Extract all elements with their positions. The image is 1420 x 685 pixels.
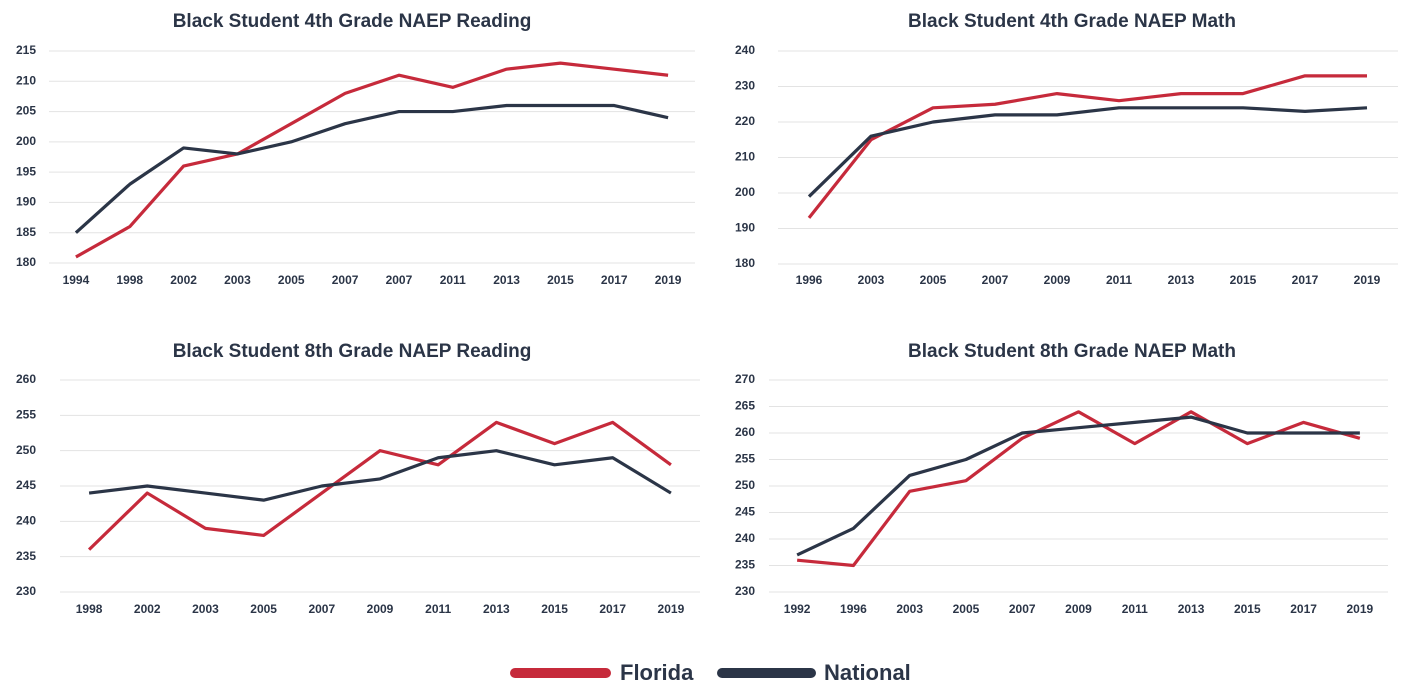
line-series <box>807 74 1367 219</box>
x-tick-label: 2017 <box>601 273 628 287</box>
y-tick-label: 215 <box>16 43 36 57</box>
y-tick-label: 260 <box>16 372 36 386</box>
x-tick-label: 1992 <box>784 602 811 616</box>
x-tick-label: 2015 <box>1234 602 1261 616</box>
chart-title: Black Student 4th Grade NAEP Math <box>908 11 1236 32</box>
y-tick-label: 190 <box>735 221 755 235</box>
line-series <box>796 415 1360 557</box>
x-tick-label: 1998 <box>116 273 143 287</box>
x-tick-label: 2019 <box>655 273 682 287</box>
y-tick-label: 195 <box>16 164 36 178</box>
x-tick-label: 2007 <box>308 602 335 616</box>
line-series <box>807 106 1368 198</box>
y-tick-label: 230 <box>16 584 36 598</box>
y-tick-label: 260 <box>735 425 755 439</box>
x-tick-label: 2011 <box>1122 602 1148 616</box>
line-series <box>87 420 672 551</box>
x-tick-label: 2005 <box>278 273 305 287</box>
y-tick-label: 220 <box>735 114 755 128</box>
chart-title: Black Student 8th Grade NAEP Math <box>908 341 1236 362</box>
x-tick-label: 2013 <box>1178 602 1205 616</box>
y-tick-label: 235 <box>735 558 755 572</box>
y-tick-label: 200 <box>735 185 755 199</box>
x-tick-label: 2019 <box>1354 273 1381 287</box>
x-tick-label: 2017 <box>599 602 626 616</box>
y-tick-label: 205 <box>16 104 36 118</box>
x-tick-label: 2007 <box>982 273 1009 287</box>
line-series <box>796 410 1361 568</box>
y-tick-label: 255 <box>735 452 755 466</box>
y-tick-label: 190 <box>16 195 36 209</box>
y-tick-label: 250 <box>735 478 755 492</box>
chart-title: Black Student 8th Grade NAEP Reading <box>173 341 532 362</box>
y-tick-label: 180 <box>735 256 755 270</box>
x-tick-label: 2011 <box>1106 273 1132 287</box>
y-tick-label: 230 <box>735 584 755 598</box>
x-tick-label: 2013 <box>1168 273 1195 287</box>
y-tick-label: 245 <box>735 505 755 519</box>
x-tick-label: 2009 <box>1044 273 1071 287</box>
chart-title: Black Student 4th Grade NAEP Reading <box>173 11 532 32</box>
x-tick-label: 2015 <box>547 273 574 287</box>
x-tick-label: 2002 <box>134 602 161 616</box>
x-tick-label: 2005 <box>250 602 277 616</box>
x-tick-label: 2015 <box>541 602 568 616</box>
y-tick-label: 180 <box>16 255 36 269</box>
x-tick-label: 2009 <box>1065 602 1092 616</box>
y-tick-label: 265 <box>735 399 755 413</box>
x-tick-label: 2002 <box>170 273 197 287</box>
x-tick-label: 2011 <box>440 273 466 287</box>
x-tick-label: 2003 <box>192 602 219 616</box>
x-tick-label: 2015 <box>1230 273 1257 287</box>
y-tick-label: 240 <box>735 531 755 545</box>
x-tick-label: 1996 <box>840 602 867 616</box>
x-tick-label: 2019 <box>1347 602 1374 616</box>
x-tick-label: 2007 <box>386 273 413 287</box>
line-series <box>88 449 672 502</box>
line-series <box>74 103 669 234</box>
y-tick-label: 270 <box>735 372 755 386</box>
x-tick-label: 2009 <box>367 602 394 616</box>
x-tick-label: 2013 <box>483 602 510 616</box>
y-tick-label: 210 <box>16 73 36 87</box>
x-tick-label: 2013 <box>493 273 520 287</box>
x-tick-label: 2003 <box>224 273 251 287</box>
y-tick-label: 250 <box>16 443 36 457</box>
x-tick-label: 2003 <box>858 273 885 287</box>
x-tick-label: 2005 <box>920 273 947 287</box>
y-tick-label: 200 <box>16 134 36 148</box>
x-tick-label: 2007 <box>332 273 359 287</box>
x-tick-label: 2017 <box>1290 602 1317 616</box>
y-tick-label: 230 <box>735 79 755 93</box>
y-tick-label: 210 <box>735 150 755 164</box>
y-tick-label: 240 <box>735 43 755 57</box>
line-series <box>75 61 669 259</box>
x-tick-label: 1994 <box>63 273 90 287</box>
x-tick-label: 2011 <box>425 602 451 616</box>
x-tick-label: 2003 <box>896 602 923 616</box>
x-tick-label: 2007 <box>1009 602 1036 616</box>
x-tick-label: 2017 <box>1292 273 1319 287</box>
y-tick-label: 255 <box>16 408 36 422</box>
x-tick-label: 2019 <box>658 602 685 616</box>
x-tick-label: 1996 <box>796 273 823 287</box>
y-tick-label: 235 <box>16 549 36 563</box>
x-tick-label: 2005 <box>953 602 980 616</box>
y-tick-label: 185 <box>16 225 36 239</box>
y-tick-label: 240 <box>16 514 36 528</box>
x-tick-label: 1998 <box>76 602 103 616</box>
legend-label: Florida <box>620 660 694 685</box>
y-tick-label: 245 <box>16 478 36 492</box>
legend-label: National <box>824 660 911 685</box>
